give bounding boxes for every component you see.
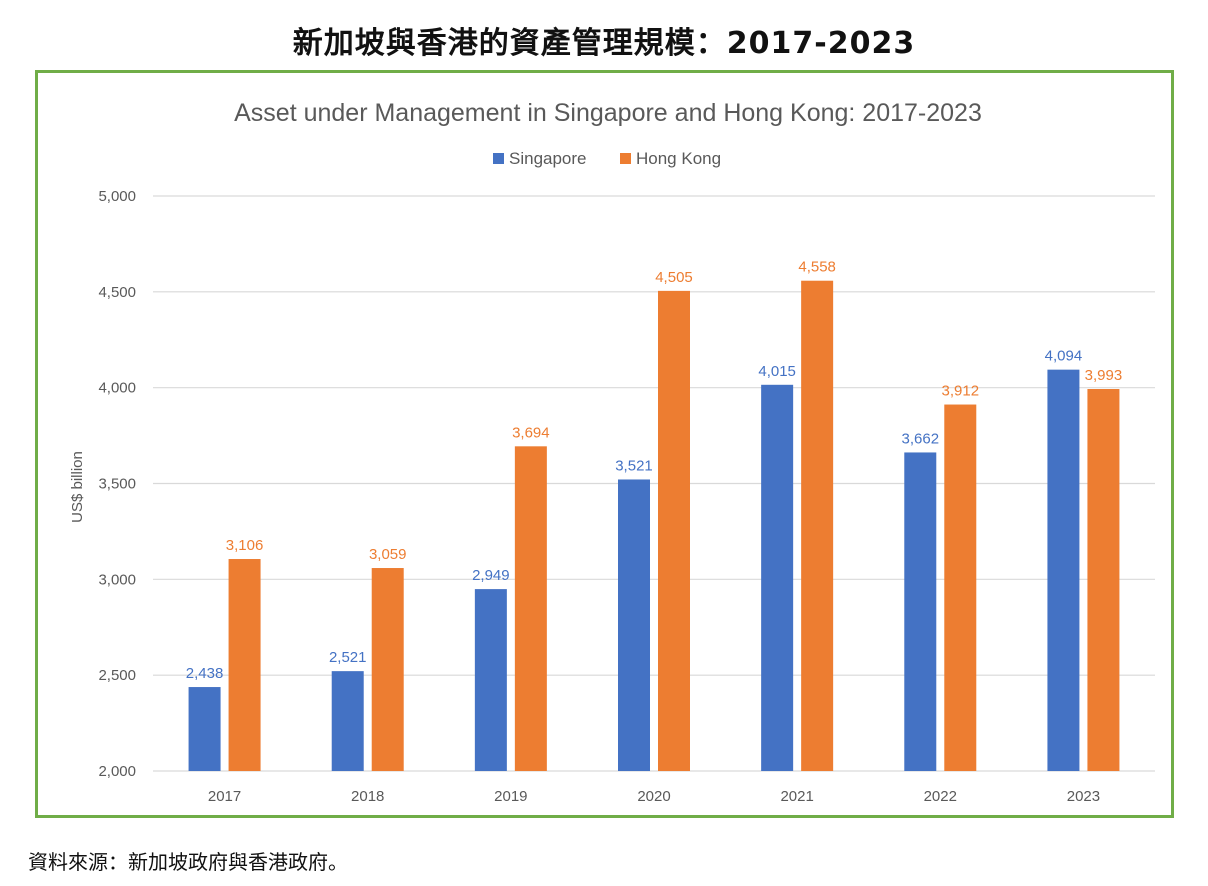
y-tick-label: 2,000 [98, 763, 136, 780]
data-label-hong-kong-2022: 3,912 [942, 383, 980, 400]
aum-bar-chart: Asset under Management in Singapore and … [69, 99, 1155, 805]
data-label-hong-kong-2021: 4,558 [798, 259, 836, 276]
bar-singapore-2023 [1047, 369, 1080, 771]
data-label-singapore-2018: 2,521 [329, 649, 367, 666]
data-label-hong-kong-2019: 3,694 [512, 424, 550, 441]
bar-hong-kong-2018 [371, 568, 404, 771]
bars [188, 280, 1120, 771]
data-label-singapore-2019: 2,949 [472, 567, 510, 584]
page-heading: 新加坡與香港的資產管理規模：2017-2023 [292, 26, 916, 61]
bar-singapore-2021 [761, 384, 794, 771]
chart-title: Asset under Management in Singapore and … [234, 99, 982, 127]
chart-frame: Asset under Management in Singapore and … [35, 70, 1174, 818]
x-tick-label: 2018 [351, 788, 384, 805]
x-tick-label: 2021 [780, 788, 813, 805]
y-tick-label: 2,500 [98, 667, 136, 684]
y-tick-label: 4,500 [98, 284, 136, 301]
bar-hong-kong-2020 [658, 290, 690, 771]
x-axis-ticks: 2017 2018 2019 2020 2021 2022 2023 [208, 788, 1100, 805]
data-label-singapore-2020: 3,521 [615, 457, 653, 474]
bar-hong-kong-2021 [801, 280, 834, 771]
y-axis-ticks: 2,000 2,500 3,000 3,500 4,000 4,500 5,000 [98, 188, 136, 780]
bar-hong-kong-2019 [514, 446, 547, 771]
data-label-hong-kong-2017: 3,106 [226, 537, 264, 554]
data-label-singapore-2022: 3,662 [902, 430, 940, 447]
y-tick-label: 3,000 [98, 571, 136, 588]
data-label-hong-kong-2023: 3,993 [1085, 367, 1123, 384]
x-tick-label: 2017 [208, 788, 241, 805]
legend-swatch-singapore [493, 153, 504, 164]
y-tick-label: 3,500 [98, 476, 136, 493]
x-tick-label: 2023 [1067, 788, 1100, 805]
bar-hong-kong-2023 [1087, 389, 1120, 771]
bar-hong-kong-2022 [944, 404, 977, 771]
y-tick-label: 5,000 [98, 188, 136, 205]
legend-label-singapore: Singapore [509, 149, 587, 168]
x-tick-label: 2020 [637, 788, 670, 805]
x-tick-label: 2022 [924, 788, 957, 805]
bar-hong-kong-2017 [228, 559, 261, 771]
bar-singapore-2020 [618, 479, 650, 771]
y-tick-label: 4,000 [98, 380, 136, 397]
data-label-hong-kong-2018: 3,059 [369, 546, 407, 563]
data-label-hong-kong-2020: 4,505 [655, 269, 693, 286]
legend: Singapore Hong Kong [493, 149, 721, 168]
data-labels: 2,438 3,106 2,521 3,059 2,949 3,694 3,521 4,505… [186, 259, 1122, 682]
x-tick-label: 2019 [494, 788, 527, 805]
bar-singapore-2022 [904, 452, 937, 771]
gridlines [153, 195, 1155, 772]
y-axis-label: US$ billion [69, 451, 86, 523]
data-label-singapore-2023: 4,094 [1045, 348, 1083, 365]
data-label-singapore-2021: 4,015 [758, 363, 796, 380]
legend-label-hong-kong: Hong Kong [636, 149, 721, 168]
bar-singapore-2018 [331, 671, 364, 771]
data-label-singapore-2017: 2,438 [186, 665, 224, 682]
source-note: 資料來源：新加坡政府與香港政府。 [28, 850, 348, 874]
legend-swatch-hong-kong [620, 153, 631, 164]
bar-singapore-2017 [188, 687, 221, 771]
bar-singapore-2019 [474, 589, 507, 771]
